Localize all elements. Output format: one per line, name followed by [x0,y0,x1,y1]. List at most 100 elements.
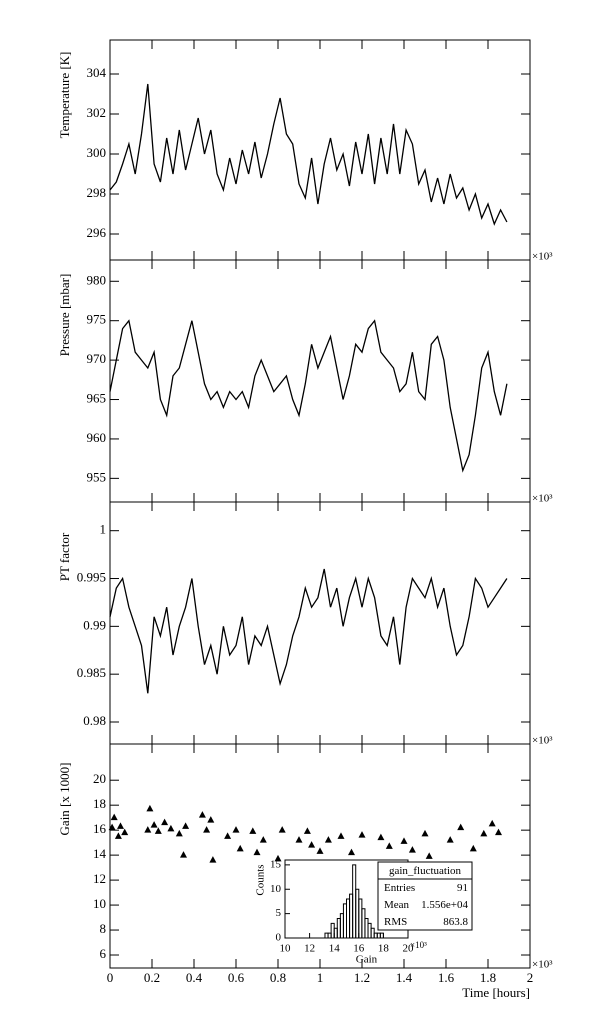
marker [446,836,454,843]
marker [408,846,416,853]
marker [308,841,316,848]
histogram-bar [379,932,384,939]
marker [253,848,261,856]
x-tick-label: 1 [317,970,324,985]
stats-value: 91 [457,882,468,894]
y-axis-label: Temperature [K] [57,52,72,139]
x-multiplier: ×10³ [532,493,553,505]
marker [348,848,355,856]
marker [232,826,240,833]
y-tick-label: 0.99 [83,617,106,632]
y-tick-label: 8 [100,921,107,936]
marker [236,844,244,852]
y-tick-label: 965 [87,391,107,406]
series-line [109,568,508,694]
y-tick-label: 0 [276,932,282,944]
marker [425,852,433,859]
x-tick-label: 20 [403,943,415,955]
x-multiplier: ×10³ [532,959,553,971]
y-axis-label: PT factor [57,532,72,581]
y-tick-label: 0.995 [77,570,106,585]
y-tick-label: 302 [87,105,107,120]
marker [203,826,211,833]
y-tick-label: 300 [87,145,107,160]
stats-label: Mean [384,899,410,911]
y-axis-label: Counts [255,864,267,895]
marker [457,823,465,831]
stats-value: 1.556e+04 [421,899,468,911]
x-tick-label: 2 [527,970,534,985]
marker [154,827,162,834]
y-tick-label: 0.985 [77,665,106,680]
y-tick-label: 296 [87,225,107,240]
marker [180,851,187,858]
series-line [109,83,508,226]
y-tick-label: 12 [93,871,106,886]
y-tick-label: 960 [87,430,107,445]
marker [108,823,116,831]
y-tick-label: 10 [93,896,106,911]
marker [480,829,488,837]
marker [117,822,124,829]
plot-frame [109,259,531,503]
x-tick-label: 16 [353,943,365,955]
x-tick-label: 1.2 [354,970,370,985]
y-tick-label: 980 [87,272,107,287]
marker [146,804,154,812]
y-tick-label: 5 [276,907,282,919]
x-tick-label: 1.6 [438,970,455,985]
marker [316,847,324,854]
y-tick-label: 6 [100,946,107,961]
marker [400,837,408,844]
y-axis-label: Pressure [mbar] [57,274,72,357]
x-tick-label: 1.4 [396,970,413,985]
marker [209,856,217,863]
x-multiplier: ×10³ [532,251,553,263]
y-tick-label: 1 [100,522,107,537]
x-axis-label: Gain [356,954,378,966]
y-tick-label: 18 [93,796,106,811]
plot-frame [109,39,531,261]
x-tick-label: 1.8 [480,970,496,985]
x-tick-label: 0.6 [228,970,245,985]
marker [121,828,129,836]
marker [303,827,311,834]
y-axis-label: Gain [x 1000] [57,763,72,836]
marker [259,836,267,843]
stats-label: RMS [384,916,407,928]
stats-title: gain_fluctuation [389,865,462,877]
marker [207,816,215,823]
stats-label: Entries [384,882,415,894]
plot-frame [109,501,531,745]
marker [198,811,206,818]
y-tick-label: 304 [87,65,107,80]
marker [182,822,190,829]
x-tick-label: 0.8 [270,970,286,985]
x-multiplier: ×10³ [532,735,553,747]
stats-value: 863.8 [443,916,468,928]
marker [274,854,282,862]
x-tick-label: 0 [107,970,114,985]
marker [469,844,477,852]
y-tick-label: 0.98 [83,713,106,728]
x-tick-label: 10 [280,943,292,955]
marker [358,831,366,838]
y-tick-label: 15 [270,858,282,870]
marker [114,832,122,839]
marker [324,836,332,843]
x-axis-label: Time [hours] [462,985,530,1000]
x-tick-label: 0.4 [186,970,203,985]
stats-box [377,861,473,931]
y-tick-label: 10 [270,883,282,895]
marker [150,821,158,828]
x-tick-label: 0.2 [144,970,160,985]
y-tick-label: 955 [87,469,107,484]
marker [144,826,152,833]
x-tick-label: 14 [329,943,341,955]
marker [175,829,183,837]
marker [110,813,118,821]
series-line [109,319,508,473]
marker [495,828,502,836]
y-tick-label: 975 [87,312,107,327]
y-tick-label: 16 [93,821,107,836]
